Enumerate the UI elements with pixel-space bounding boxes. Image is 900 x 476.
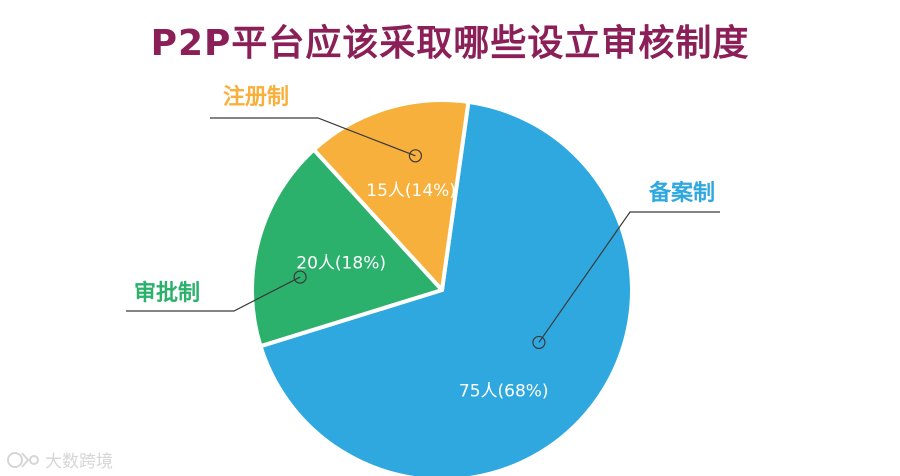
watermark-text: 大数跨境 xyxy=(45,452,113,472)
slice-value-label: 75人(68%) xyxy=(459,381,549,401)
callout-marker xyxy=(408,149,423,163)
category-label: 备案制 xyxy=(648,180,715,206)
callout-marker xyxy=(532,335,546,350)
leader-line xyxy=(210,117,416,157)
chart-title: P2P平台应该采取哪些设立审核制度 xyxy=(150,23,750,64)
leader-line xyxy=(126,276,301,312)
pie-slice-1 xyxy=(250,147,444,349)
pie-slice-2 xyxy=(311,98,471,292)
category-label: 审批制 xyxy=(134,280,200,306)
leader-line xyxy=(538,211,720,343)
pie-slice-0 xyxy=(258,99,634,476)
logo-icon xyxy=(7,451,39,468)
pie-slices: 75人(68%) 20人(18%) 15人(14%) xyxy=(250,98,634,476)
watermark: 大数跨境 xyxy=(6,447,113,472)
slice-value-label: 15人(14%) xyxy=(366,181,456,201)
callout-marker xyxy=(293,270,307,284)
slice-value-label: 20人(18%) xyxy=(296,254,386,274)
category-label: 注册制 xyxy=(223,84,289,110)
